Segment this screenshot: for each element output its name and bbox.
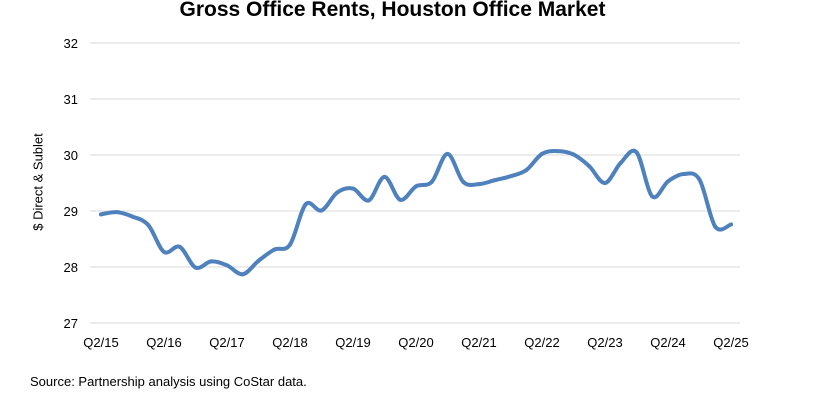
x-tick-label: Q2/20 [398,335,433,350]
data-point [398,197,403,202]
x-tick-label: Q2/25 [713,335,748,350]
data-point [382,174,387,179]
data-point [288,242,292,247]
data-point [429,179,434,184]
data-point [681,172,686,177]
x-tick-label: Q2/23 [587,335,622,350]
data-point [114,210,119,215]
series-layer [99,148,733,277]
data-point [193,265,198,270]
data-point [524,168,529,173]
x-tick-label: Q2/21 [461,335,496,350]
y-tick-label: 32 [64,36,78,51]
data-point [335,190,340,195]
data-point [209,259,214,264]
data-point [414,184,418,189]
x-tick-label: Q2/18 [272,335,307,350]
data-point [729,222,733,227]
data-point [666,179,670,184]
data-point [272,247,277,252]
data-point [319,208,324,213]
data-point [650,194,655,199]
data-point [477,182,481,187]
data-point [461,179,466,184]
data-point [366,198,371,203]
data-point [240,272,245,277]
data-point [587,164,592,169]
x-axis-ticks: Q2/15 Q2/16 Q2/17 Q2/18 Q2/19 Q2/20 Q2/21 Q2/22… [83,335,748,350]
data-point [445,151,450,156]
x-tick-label: Q2/22 [524,335,559,350]
series-line [99,148,733,277]
y-axis-ticks: 27 28 29 30 31 32 [64,36,78,331]
y-tick-label: 31 [64,92,78,107]
y-axis-label: $ Direct & Sublet [30,133,46,231]
gridlines [90,42,740,324]
data-point [540,151,544,156]
data-point [256,258,261,263]
data-point [603,181,607,185]
data-point [492,178,497,183]
x-tick-label: Q2/16 [146,335,181,350]
data-point [697,177,702,182]
y-tick-label: 28 [64,260,78,275]
x-tick-label: Q2/19 [335,335,370,350]
data-point [555,149,560,154]
data-point [713,224,718,229]
data-point [130,214,135,219]
data-point [618,160,623,165]
source-note: Source: Partnership analysis using CoSta… [30,374,307,389]
x-tick-label: Q2/17 [209,335,244,350]
data-point [508,174,513,179]
data-point [162,249,166,254]
y-tick-label: 30 [64,148,78,163]
y-tick-label: 29 [64,204,78,219]
data-point [225,263,229,268]
y-tick-label: 27 [64,316,78,331]
data-point [634,150,639,155]
chart-title: Gross Office Rents, Houston Office Marke… [179,0,606,21]
data-point [146,223,151,227]
data-point [351,186,355,191]
data-point [303,202,308,207]
x-tick-label: Q2/15 [83,335,118,350]
data-point [99,212,103,217]
x-tick-label: Q2/24 [650,335,685,350]
data-point [571,152,576,157]
data-point [177,244,182,249]
